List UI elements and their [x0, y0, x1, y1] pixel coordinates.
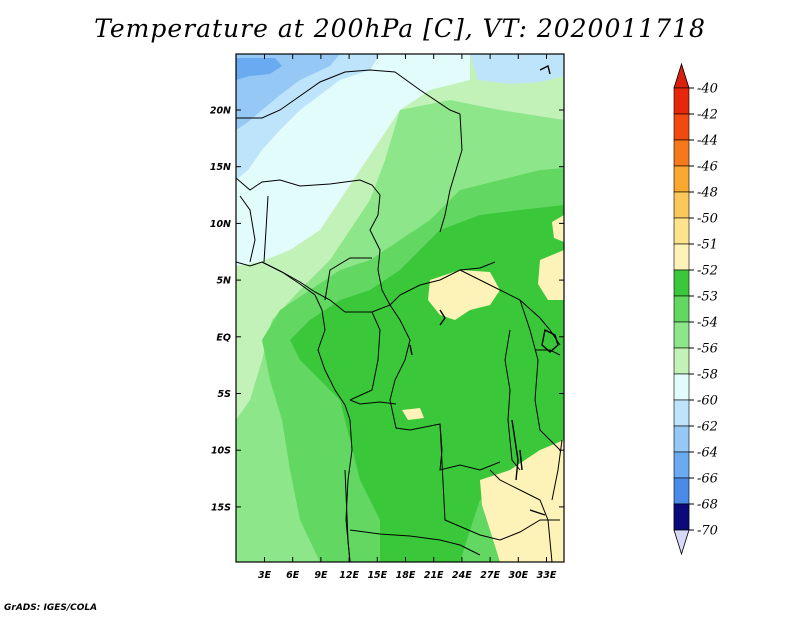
- colorbar-label: -60: [697, 394, 718, 409]
- lakes: [409, 64, 559, 516]
- lon-tick-label: 18E: [396, 570, 416, 581]
- country-borders: [236, 69, 563, 562]
- colorbar-label: -42: [697, 108, 718, 123]
- lon-tick-label: 27E: [480, 570, 500, 581]
- colorbar-label: -52: [697, 264, 718, 279]
- colorbar-segment: [673, 243, 690, 271]
- lat-tick-label: 5S: [218, 389, 232, 400]
- colorbar-label: -51: [697, 238, 718, 253]
- lon-tick-label: 24E: [452, 570, 472, 581]
- lon-tick-label: 15E: [367, 570, 387, 581]
- lat-tick-label: 15N: [210, 162, 231, 173]
- lon-tick-label: 9E: [314, 570, 328, 581]
- field-mid-blue: [236, 58, 282, 80]
- colorbar: -40 -42 -44 -46 -48 -50 -51 -52 -53 -54 -56 -58 -60 -…: [673, 62, 718, 556]
- field-yellow-center: [428, 270, 500, 320]
- colorbar-label: -70: [697, 524, 718, 539]
- lon-tick-label: 30E: [508, 570, 528, 581]
- colorbar-segment: [673, 425, 690, 453]
- lon-tick-label: 6E: [286, 570, 300, 581]
- lat-tick-label: 15S: [211, 502, 231, 513]
- colorbar-label: -58: [697, 368, 718, 383]
- colorbar-label: -56: [697, 342, 718, 357]
- grads-credit: GrADS: IGES/COLA: [4, 603, 98, 613]
- field-yellow-east2: [552, 215, 564, 242]
- colorbar-segment-bottom: [673, 503, 690, 531]
- field-yellow-lake: [402, 408, 424, 420]
- colorbar-bottom-arrow: [673, 529, 690, 556]
- colorbar-segment: [673, 217, 690, 245]
- colorbar-label: -54: [697, 316, 718, 331]
- map-frame: [235, 53, 565, 563]
- field-yellow-south: [480, 440, 564, 562]
- field-yellow-east: [538, 250, 564, 300]
- lon-tick-label: 21E: [424, 570, 444, 581]
- colorbar-segment: [673, 113, 690, 141]
- lat-tick-label: 10S: [211, 446, 231, 457]
- lat-axis: 20N 15N 10N 5N EQ 5S 10S 15S: [210, 106, 564, 513]
- coastline: [236, 261, 353, 562]
- colorbar-segment: [673, 477, 690, 505]
- colorbar-segment: [673, 373, 690, 401]
- colorbar-segment: [673, 165, 690, 193]
- colorbar-label: -40: [697, 82, 718, 97]
- colorbar-label: -62: [697, 420, 718, 435]
- colorbar-label: -53: [697, 290, 718, 305]
- map-title: Temperature at 200hPa [C], VT: 202001171…: [94, 14, 706, 43]
- colorbar-segment: [673, 269, 690, 297]
- lat-tick-label: 10N: [210, 219, 231, 230]
- lon-tick-label: 3E: [258, 570, 272, 581]
- colorbar-segment: [673, 399, 690, 427]
- colorbar-segment: [673, 321, 690, 349]
- colorbar-segment: [673, 347, 690, 375]
- colorbar-segment: [673, 295, 690, 323]
- colorbar-label: -64: [697, 446, 718, 461]
- lon-tick-label: 33E: [537, 570, 557, 581]
- colorbar-segment: [673, 87, 690, 115]
- lat-tick-label: EQ: [216, 332, 231, 343]
- colorbar-label: -46: [697, 160, 718, 175]
- colorbar-label: -50: [697, 212, 718, 227]
- field-light-blue-ne: [470, 54, 564, 84]
- colorbar-label: -68: [697, 498, 718, 513]
- colorbar-segment: [673, 451, 690, 479]
- colorbar-segment: [673, 191, 690, 219]
- colorbar-segment: [673, 139, 690, 167]
- colorbar-label: -48: [697, 186, 718, 201]
- colorbar-label: -66: [697, 472, 718, 487]
- map-fill: [236, 54, 564, 562]
- lon-tick-label: 12E: [339, 570, 359, 581]
- lat-tick-label: 5N: [216, 276, 231, 287]
- colorbar-label: -44: [697, 134, 718, 149]
- colorbar-top-arrow: [673, 62, 690, 89]
- lon-axis: 3E 6E 9E 12E 15E 18E 21E 24E 27E 30E 33E: [258, 54, 557, 581]
- lat-tick-label: 20N: [210, 106, 231, 117]
